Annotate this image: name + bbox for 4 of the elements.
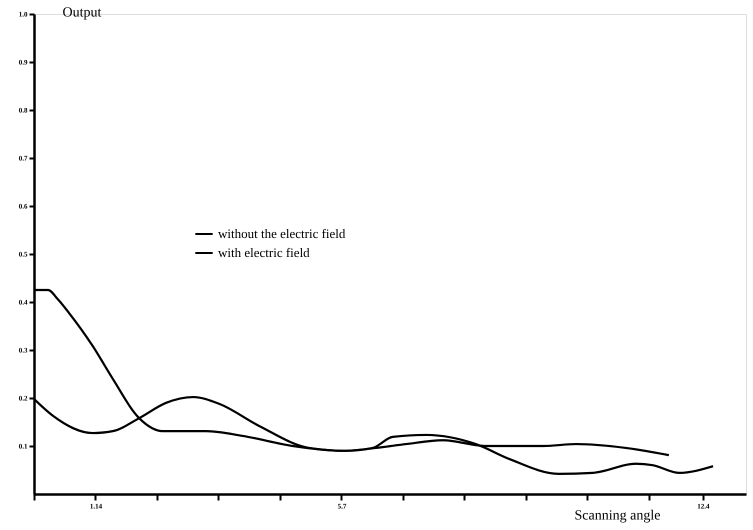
y-axis-title: Output	[62, 6, 102, 20]
x-axis-title: Scanning angle	[574, 508, 660, 524]
legend-label: without the electric field	[218, 226, 346, 241]
legend-label: with electric field	[218, 245, 310, 260]
